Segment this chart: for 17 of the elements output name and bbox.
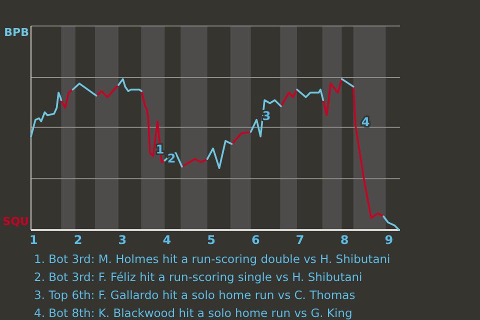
- x-tick-label: 5: [207, 233, 216, 247]
- x-tick-label: 7: [296, 233, 304, 247]
- annotation: 2: [167, 151, 176, 166]
- x-tick-label: 9: [384, 233, 394, 247]
- text: SQU: [2, 215, 29, 228]
- x-tick-label: 8: [340, 233, 349, 247]
- text: BPB: [4, 26, 29, 40]
- x-tick-label: 2: [74, 233, 82, 247]
- x-tick-label: 3: [118, 233, 127, 247]
- text: 4. Bot 8th: K. Blackwood hit a solo home run vs G. King: [34, 306, 352, 320]
- x-tick-label: 4: [162, 233, 172, 247]
- text: 1. Bot 3rd: M. Holmes hit a run-scoring double vs H. Shibutani: [34, 252, 390, 266]
- annotation: 4: [361, 115, 370, 130]
- text: 3. Top 6th: F. Gallardo hit a solo home run vs C. Thomas: [34, 288, 356, 302]
- x-tick-label: 6: [252, 233, 260, 247]
- x-tick-label: 1: [29, 233, 38, 247]
- text: 2. Bot 3rd: F. Féliz hit a run-scoring single vs H. Shibutani: [34, 270, 362, 284]
